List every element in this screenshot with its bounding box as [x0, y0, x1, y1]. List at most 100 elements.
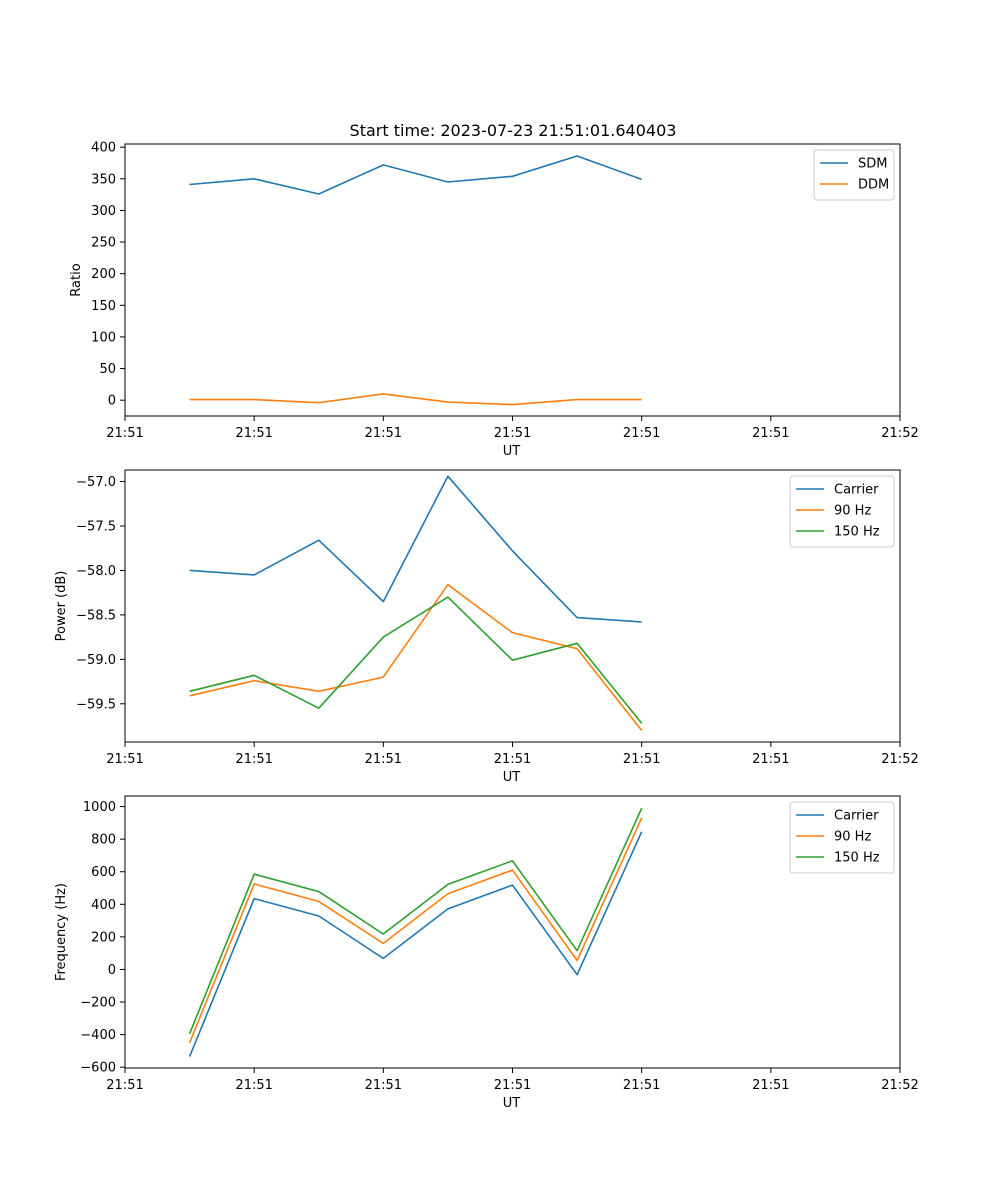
series-line-2	[189, 583, 643, 731]
data-point	[188, 1033, 190, 1035]
x-tick-label: 21:51	[752, 1078, 789, 1093]
data-point	[576, 950, 578, 952]
y-tick-label: −57.0	[76, 475, 116, 490]
y-tick-label: 200	[91, 930, 116, 945]
data-point	[640, 398, 642, 400]
x-tick-label: 21:51	[106, 1078, 143, 1093]
y-tick-label: −200	[80, 996, 116, 1011]
y-tick-label: 350	[91, 172, 116, 187]
x-tick-label: 21:51	[494, 426, 531, 441]
y-tick-label: −58.0	[76, 564, 116, 579]
legend-label: 150 Hz	[834, 525, 880, 540]
legend-label: Carrier	[834, 483, 879, 498]
data-point	[640, 178, 642, 180]
y-tick-label: 400	[91, 898, 116, 913]
data-point	[318, 690, 320, 692]
data-point	[382, 636, 384, 638]
data-point	[188, 398, 190, 400]
data-point	[447, 883, 449, 885]
data-point	[318, 402, 320, 404]
data-point	[382, 942, 384, 944]
data-point	[188, 1055, 190, 1057]
data-point	[318, 193, 320, 195]
data-point	[318, 900, 320, 902]
data-point	[576, 155, 578, 157]
legend-box	[789, 475, 895, 548]
y-tick-label: 100	[91, 330, 116, 345]
x-tick-label: 21:51	[623, 426, 660, 441]
y-axis-label: Power (dB)	[54, 571, 69, 642]
y-tick-label: 1000	[83, 800, 116, 815]
data-point	[447, 181, 449, 183]
data-point	[576, 647, 578, 649]
x-tick-label: 21:51	[106, 752, 143, 767]
data-point	[382, 164, 384, 166]
series-line-1	[188, 831, 643, 1057]
data-point	[447, 893, 449, 895]
plot-frame	[124, 143, 901, 417]
panel-1: 21:51 21:51 21:51 21:51 21:51 21:51 21:52 0 50 10…	[69, 141, 919, 459]
series-line-1	[189, 155, 642, 195]
data-point	[253, 574, 255, 576]
x-tick-label: 21:51	[235, 426, 272, 441]
x-tick-label: 21:51	[623, 1078, 660, 1093]
y-tick-label: 300	[91, 204, 116, 219]
panel-2: 21:51 21:51 21:51 21:51 21:51 21:51 21:52 −59.5…	[54, 469, 919, 785]
legend-label: DDM	[858, 178, 889, 193]
data-point	[253, 897, 255, 899]
x-tick-label: 21:51	[235, 752, 272, 767]
series-line-3	[189, 596, 643, 724]
data-point	[511, 175, 513, 177]
legend: SDM DDM	[813, 149, 895, 201]
data-point	[318, 915, 320, 917]
data-point	[188, 183, 190, 185]
y-tick-label: −58.5	[76, 608, 116, 623]
data-point	[640, 831, 642, 833]
y-tick-label: −400	[80, 1028, 116, 1043]
figure-title: Start time: 2023-07-23 21:51:01.640403	[350, 121, 677, 140]
legend: Carrier 90 Hz 150 Hz	[789, 801, 895, 874]
y-tick-label: 150	[91, 299, 116, 314]
series-line-3	[188, 807, 643, 1035]
data-point	[447, 401, 449, 403]
y-tick-label: −600	[80, 1061, 116, 1076]
series-line-2	[188, 817, 643, 1044]
y-tick-label: 800	[91, 833, 116, 848]
data-point	[253, 398, 255, 400]
data-point	[188, 690, 190, 692]
data-point	[253, 679, 255, 681]
data-point	[382, 957, 384, 959]
x-tick-label: 21:52	[881, 752, 918, 767]
data-point	[382, 393, 384, 395]
data-point	[511, 550, 513, 552]
legend-label: 90 Hz	[834, 830, 871, 845]
data-point	[382, 600, 384, 602]
data-point	[447, 908, 449, 910]
data-point	[188, 1042, 190, 1044]
y-tick-label: 600	[91, 865, 116, 880]
y-tick-label: 250	[91, 236, 116, 251]
data-point	[447, 596, 449, 598]
y-tick-label: 200	[91, 267, 116, 282]
x-tick-label: 21:52	[881, 1078, 918, 1093]
data-point	[576, 642, 578, 644]
data-point	[447, 583, 449, 585]
y-tick-label: −57.5	[76, 520, 116, 535]
data-point	[253, 873, 255, 875]
legend-label: 150 Hz	[834, 851, 880, 866]
y-tick-label: 400	[91, 141, 116, 156]
x-axis-label: UT	[503, 770, 521, 785]
data-point	[253, 674, 255, 676]
x-tick-label: 21:51	[106, 426, 143, 441]
data-point	[318, 539, 320, 541]
data-point	[188, 569, 190, 571]
y-axis-label: Frequency (Hz)	[54, 883, 69, 981]
x-tick-label: 21:51	[365, 426, 402, 441]
y-tick-label: 0	[108, 963, 116, 978]
y-tick-label: −59.5	[76, 697, 116, 712]
data-point	[640, 722, 642, 724]
data-point	[576, 973, 578, 975]
series-line-1	[189, 475, 642, 623]
data-point	[382, 676, 384, 678]
